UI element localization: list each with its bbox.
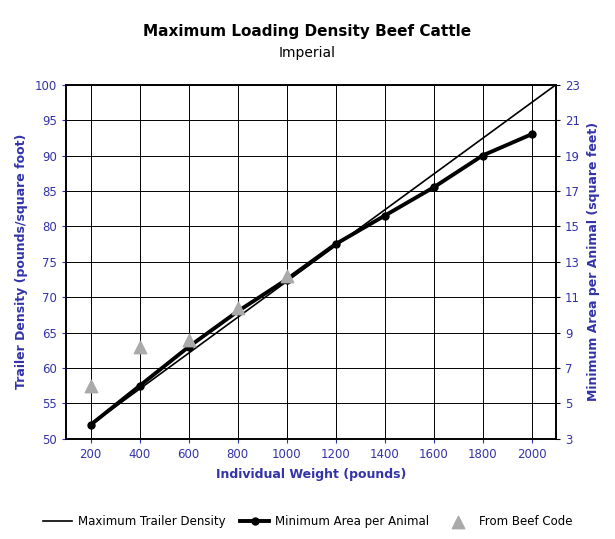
Line: Minimum Area per Animal: Minimum Area per Animal [87, 131, 535, 428]
Minimum Area per Animal [185, 343, 192, 350]
X-axis label: Individual Weight (pounds): Individual Weight (pounds) [216, 468, 407, 481]
Legend: Maximum Trailer Density, Minimum Area per Animal, From Beef Code: Maximum Trailer Density, Minimum Area pe… [38, 510, 577, 533]
Minimum Area per Animal [381, 212, 388, 219]
From Beef Code [86, 382, 96, 390]
Minimum Area per Animal [479, 153, 486, 159]
From Beef Code [135, 342, 145, 351]
Minimum Area per Animal [332, 241, 339, 247]
Minimum Area per Animal [528, 131, 535, 137]
Text: Imperial: Imperial [279, 46, 336, 60]
Y-axis label: Trailer Density (pounds/square foot): Trailer Density (pounds/square foot) [15, 134, 28, 390]
Y-axis label: Minimum Area per Animal (square feet): Minimum Area per Animal (square feet) [587, 122, 600, 402]
From Beef Code [184, 335, 194, 344]
Minimum Area per Animal [430, 184, 437, 191]
Minimum Area per Animal [136, 383, 143, 389]
From Beef Code [232, 303, 242, 312]
Text: Maximum Loading Density Beef Cattle: Maximum Loading Density Beef Cattle [143, 24, 472, 39]
Minimum Area per Animal [87, 421, 95, 428]
Minimum Area per Animal [234, 308, 241, 315]
From Beef Code [282, 272, 292, 280]
Minimum Area per Animal [283, 277, 290, 283]
